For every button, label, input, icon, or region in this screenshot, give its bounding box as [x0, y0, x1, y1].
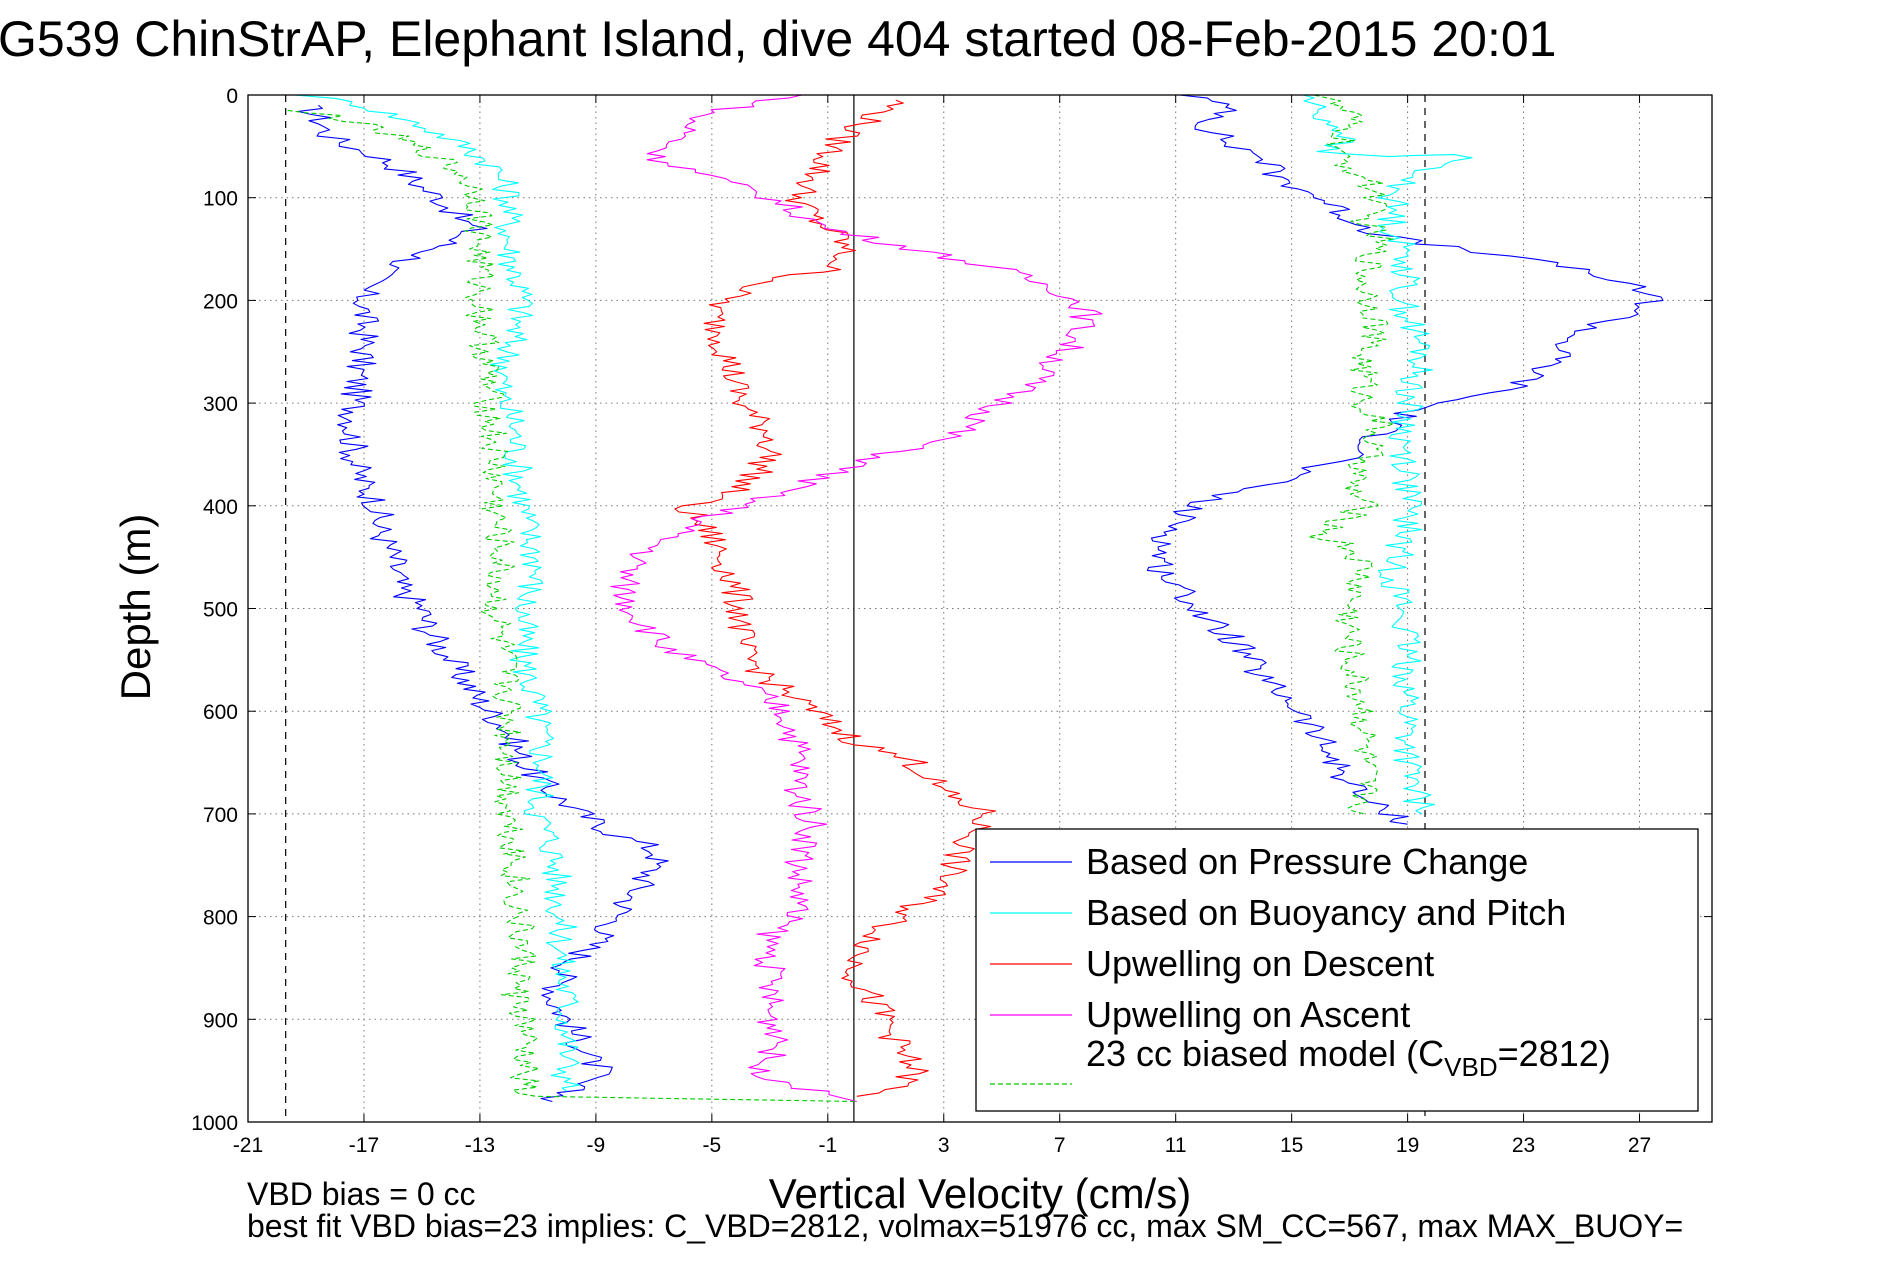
- legend: Based on Pressure Change Based on Buoyanc…: [975, 828, 1699, 1112]
- x-tick-label: 3: [938, 1134, 950, 1157]
- legend-label-3: Upwelling on Descent: [1086, 943, 1434, 984]
- series-line-4-branch-1: [610, 94, 1103, 1103]
- series-line-5-branch-1: [287, 109, 857, 1103]
- y-tick-label: 200: [203, 290, 238, 313]
- x-tick-label: 23: [1512, 1134, 1535, 1157]
- y-tick-label: 400: [203, 496, 238, 519]
- legend-label-2: Based on Buoyancy and Pitch: [1086, 892, 1566, 933]
- y-tick-label: 0: [226, 85, 238, 108]
- legend-label-1: Based on Pressure Change: [1086, 841, 1528, 882]
- data-series: [287, 94, 1664, 1103]
- y-tick-label: 800: [203, 907, 238, 930]
- x-tick-label: -13: [465, 1134, 495, 1157]
- series-line-2-branch-1: [293, 94, 580, 1092]
- y-tick-label: 600: [203, 701, 238, 724]
- series-line-1-branch-2: [1146, 94, 1664, 825]
- chart-title: G539 ChinStrAP, Elephant Island, dive 40…: [0, 11, 1556, 67]
- x-tick-label: 15: [1280, 1134, 1303, 1157]
- series-line-2-branch-2: [1302, 94, 1473, 815]
- x-tick-label: 7: [1054, 1134, 1066, 1157]
- y-axis-label: Depth (m): [112, 514, 159, 701]
- x-tick-label: -17: [349, 1134, 379, 1157]
- y-tick-label: 100: [203, 188, 238, 211]
- y-tick-label: 500: [203, 599, 238, 622]
- x-tick-label: 11: [1165, 1134, 1187, 1157]
- y-tick-label: 300: [203, 393, 238, 416]
- legend-label-5: 23 cc biased model (CVBD=2812): [1086, 1033, 1611, 1082]
- x-tick-label: 19: [1396, 1134, 1419, 1157]
- x-axis-ticks: -21 -17 -13 -9 -5 -1 3 7 11 15 19 23 27: [233, 95, 1651, 1157]
- x-tick-label: 27: [1628, 1134, 1651, 1157]
- series-line-1-branch-1: [297, 104, 669, 1103]
- series-line-3-branch-1: [674, 99, 997, 1097]
- footer-vbd-bias: VBD bias = 0 cc: [247, 1176, 476, 1212]
- y-tick-label: 1000: [191, 1112, 238, 1135]
- x-axis-label: Vertical Velocity (cm/s): [769, 1170, 1191, 1217]
- legend-box: [975, 828, 1699, 1112]
- series-line-5-branch-2: [786, 94, 1395, 815]
- legend-label-4: Upwelling on Ascent: [1086, 994, 1410, 1035]
- x-tick-label: -21: [233, 1134, 263, 1157]
- x-tick-label: -9: [587, 1134, 606, 1157]
- y-axis-ticks: 0 100 200 300 400 500 600 700 800 900 1000: [191, 85, 1712, 1135]
- x-tick-label: -1: [818, 1134, 837, 1157]
- footer-best-fit: best fit VBD bias=23 implies: C_VBD=2812…: [247, 1208, 1683, 1244]
- y-tick-label: 700: [203, 804, 238, 827]
- reference-lines: [285, 95, 1426, 1122]
- x-tick-label: -5: [702, 1134, 721, 1157]
- y-tick-label: 900: [203, 1009, 238, 1032]
